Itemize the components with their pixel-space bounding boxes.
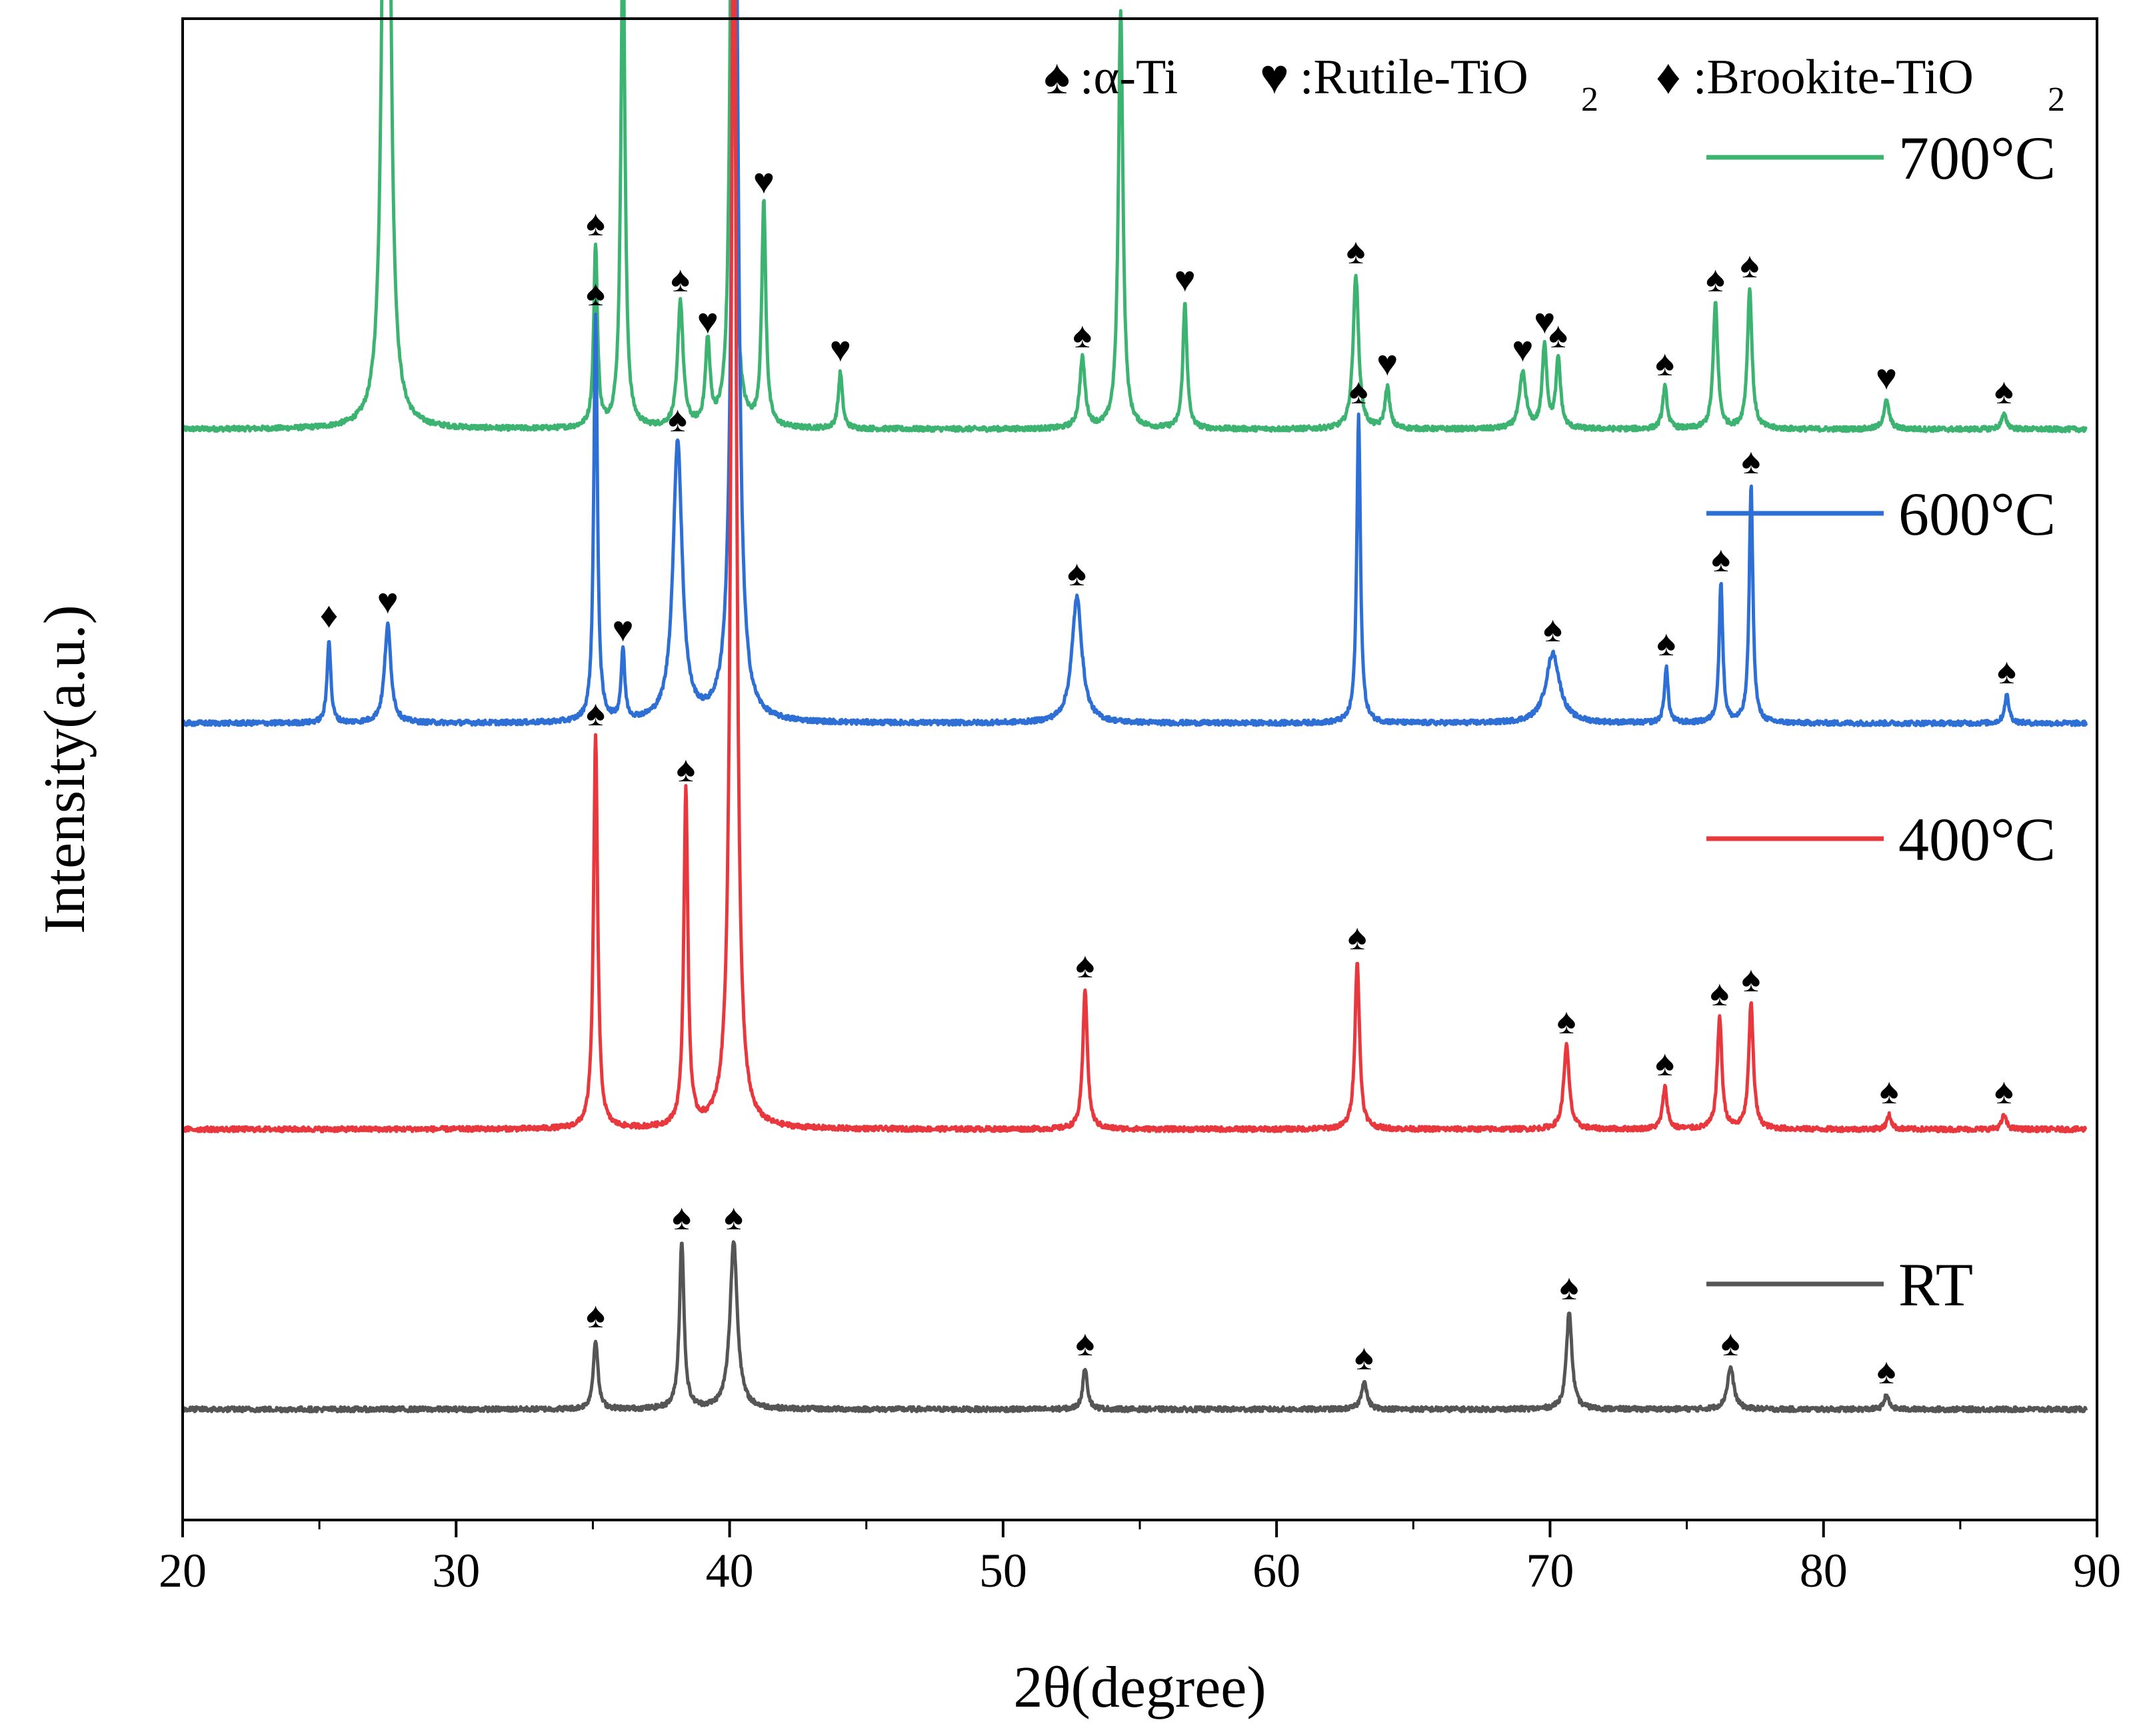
x-tick-label: 40	[706, 1544, 754, 1597]
phase-legend-brookite-subscript: 2	[2048, 81, 2065, 119]
peak-marker: ♠	[671, 259, 690, 299]
peak-marker: ♥	[697, 301, 719, 341]
phase-legend-rutile-label: :Rutile-TiO	[1300, 50, 1528, 105]
peak-marker: ♠	[1557, 1001, 1576, 1041]
phase-legend: ♠ :α-Ti ♥ :Rutile-TiO 2 ♦ :Brookite-TiO …	[1044, 50, 2065, 119]
y-axis-title: Intensity(a.u.)	[33, 605, 97, 934]
peak-marker: ♠	[586, 273, 605, 313]
peak-marker: ♠	[672, 1197, 691, 1237]
peak-marker: ♠	[1076, 945, 1095, 985]
peak-marker: ♠	[677, 749, 696, 789]
peak-marker: ♠	[1354, 1337, 1374, 1377]
peak-marker: ♥	[377, 581, 399, 621]
peak-marker: ♥	[613, 609, 634, 649]
peak-marker: ♠	[1740, 245, 1760, 285]
x-tick-label: 50	[979, 1544, 1027, 1597]
peak-marker: ♥	[1512, 329, 1533, 369]
phase-legend-rutile-subscript: 2	[1581, 81, 1598, 119]
x-tick-label: 20	[159, 1544, 207, 1597]
peak-marker: ♠	[1560, 1267, 1579, 1307]
peak-marker: ♠	[586, 203, 605, 243]
peak-marker: ♠	[1997, 651, 2016, 691]
peak-marker: ♠	[1994, 371, 2014, 411]
legend-label-3: RT	[1898, 1251, 1973, 1319]
peak-marker: ♥	[1376, 343, 1398, 383]
peak-marker: ♠	[1710, 973, 1729, 1013]
series-line-3	[181, 1240, 2088, 1414]
peak-marker: ♠	[1067, 553, 1086, 593]
x-tick-label: 70	[1526, 1544, 1574, 1597]
x-tick-label: 90	[2073, 1544, 2121, 1597]
peak-marker: ♠	[1742, 441, 1761, 481]
legend-label-0: 700°C	[1898, 124, 2056, 192]
peak-marker: ♠	[1877, 1351, 1896, 1391]
peak-marker: ♥	[1876, 357, 1897, 397]
peak-marker: ♠	[1655, 1043, 1674, 1083]
phase-legend-alpha-ti-label: :α-Ti	[1080, 50, 1178, 105]
peak-marker: ♠	[1548, 315, 1568, 355]
peak-marker: ♠	[1706, 259, 1725, 299]
phase-legend-heart-symbol: ♥	[1260, 50, 1289, 105]
peak-marker: ♠	[1880, 1071, 1899, 1111]
series-layer	[181, 0, 2088, 1414]
peak-marker-layer: ♥♠♥♠♥♠♥♥♠♥♥♠♥♥♥♠♠♠♠♥♠♦♥♠♥♠♠♠♠♠♠♠♠♠♠♠♠♠♠♠…	[320, 0, 2016, 1391]
x-tick-label: 80	[1800, 1544, 1848, 1597]
x-axis-title: 2θ(degree)	[1013, 1655, 1266, 1720]
peak-marker: ♠	[1721, 1323, 1740, 1363]
x-axis-ticks: 20 30 40 50 60 70 80 90	[159, 1520, 2121, 1597]
peak-marker: ♠	[724, 1197, 743, 1237]
peak-marker: ♠	[1346, 231, 1366, 271]
peak-marker: ♥	[1110, 0, 1131, 5]
series-line-1	[181, 0, 2088, 727]
series-line-2	[181, 0, 2088, 1134]
peak-marker: ♠	[1655, 343, 1674, 383]
peak-marker: ♠	[1348, 917, 1367, 957]
peak-marker: ♥	[753, 161, 775, 201]
phase-legend-diamond-symbol: ♦	[1656, 50, 1681, 105]
legend-label-2: 400°C	[1898, 805, 2056, 873]
peak-marker: ♠	[1656, 623, 1676, 663]
peak-marker: ♦	[320, 595, 339, 635]
x-tick-label: 30	[432, 1544, 480, 1597]
peak-marker: ♠	[1349, 371, 1368, 411]
peak-marker: ♥	[1174, 259, 1196, 299]
peak-marker: ♥	[1534, 301, 1555, 341]
peak-marker: ♠	[1072, 315, 1092, 355]
peak-marker: ♠	[668, 399, 687, 439]
x-tick-label: 60	[1252, 1544, 1300, 1597]
phase-legend-brookite-label: :Brookite-TiO	[1693, 50, 1974, 105]
legend-label-1: 600°C	[1898, 480, 2056, 548]
peak-marker: ♠	[1742, 959, 1761, 999]
series-line-0	[181, 0, 2088, 433]
peak-marker: ♠	[1994, 1071, 2014, 1111]
peak-marker: ♥	[830, 329, 851, 369]
peak-marker: ♠	[1712, 539, 1731, 579]
series-legend: 700°C 600°C 400°C RT	[1706, 124, 2056, 1319]
phase-legend-spade-symbol: ♠	[1044, 50, 1070, 105]
plot-frame	[181, 17, 2098, 1521]
peak-marker: ♠	[1543, 609, 1562, 649]
peak-marker: ♠	[586, 1295, 605, 1335]
peak-marker: ♠	[586, 693, 605, 733]
peak-marker: ♠	[1076, 1323, 1095, 1363]
